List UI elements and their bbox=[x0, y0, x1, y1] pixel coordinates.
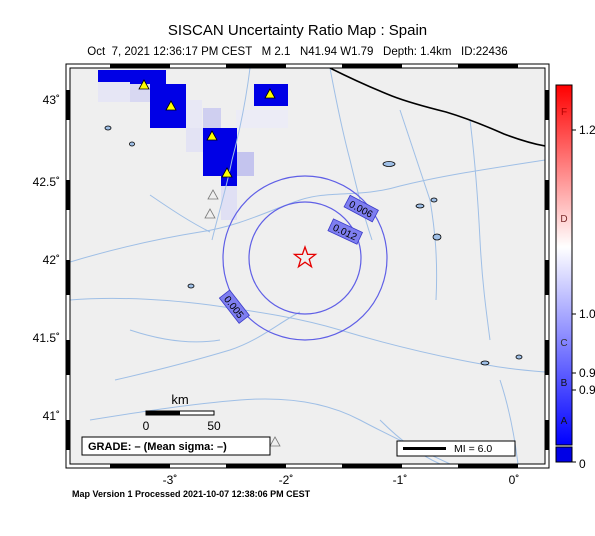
uncertainty-cell bbox=[186, 100, 202, 128]
stations bbox=[138, 79, 281, 447]
grade-letters: F D C B A bbox=[560, 107, 567, 427]
uncertainty-cell bbox=[130, 70, 166, 84]
colorbar-tick: 0.9 bbox=[579, 383, 595, 397]
lake bbox=[432, 233, 442, 241]
lat-label: 42˚ bbox=[43, 253, 60, 267]
mi-legend-text: MI = 6.0 bbox=[454, 443, 492, 455]
grade-letter: B bbox=[561, 378, 568, 389]
uncertainty-cell bbox=[98, 82, 130, 102]
grade-text: GRADE: – (Mean sigma: –) bbox=[88, 441, 227, 453]
colorbar-low-swatch bbox=[555, 446, 573, 463]
lakes bbox=[104, 125, 523, 366]
lake bbox=[515, 354, 523, 360]
lat-label: 41.5˚ bbox=[33, 331, 60, 345]
grade-letter: F bbox=[561, 107, 567, 118]
uncertainty-cell bbox=[203, 152, 221, 176]
lake bbox=[480, 360, 490, 366]
river bbox=[129, 329, 221, 343]
colorbar-tick: 0 bbox=[579, 457, 586, 471]
lat-label: 43˚ bbox=[43, 93, 60, 107]
colorbar-tick: 1.0 bbox=[579, 307, 595, 321]
river bbox=[399, 109, 438, 301]
lake bbox=[430, 197, 438, 203]
river bbox=[211, 68, 251, 241]
colorbar-tick: 1.2 bbox=[579, 123, 595, 137]
scale-bar-end: 50 bbox=[207, 419, 221, 433]
uncertainty-cell bbox=[237, 152, 254, 176]
uncertainty-cell bbox=[98, 70, 130, 82]
lat-label: 41˚ bbox=[43, 409, 60, 423]
river bbox=[469, 119, 491, 341]
scale-bar: km 0 50 bbox=[143, 392, 221, 433]
lake bbox=[104, 125, 112, 131]
frame-ticks bbox=[66, 64, 549, 468]
event-subtitle: Oct 7, 2021 12:36:17 PM CEST M 2.1 N41.9… bbox=[87, 46, 508, 58]
colorbar-tick: 0.9 bbox=[579, 366, 595, 380]
uncertainty-contours bbox=[222, 175, 388, 341]
lake bbox=[382, 161, 396, 167]
scale-bar-title: km bbox=[171, 392, 188, 407]
lon-label: -1˚ bbox=[393, 473, 408, 487]
river bbox=[114, 311, 301, 381]
lon-label: -3˚ bbox=[163, 473, 178, 487]
station-triangle-icon bbox=[264, 88, 276, 99]
uncertainty-cell bbox=[186, 128, 203, 152]
scale-bar-start: 0 bbox=[143, 419, 150, 433]
river bbox=[149, 194, 211, 233]
station-triangle-icon bbox=[221, 167, 233, 178]
grade-letter: A bbox=[561, 416, 568, 427]
contour-inner bbox=[248, 201, 362, 315]
latitude-labels: 43˚ 42.5˚ 42˚ 41.5˚ 41˚ bbox=[33, 93, 60, 423]
river bbox=[499, 379, 519, 464]
lake bbox=[415, 203, 425, 209]
station-triangle-icon bbox=[269, 436, 281, 447]
epicenter-star-icon bbox=[292, 245, 318, 269]
uncertainty-cell bbox=[221, 186, 237, 220]
processed-footer: Map Version 1 Processed 2021-10-07 12:38… bbox=[72, 489, 311, 499]
grade-letter: C bbox=[560, 338, 567, 349]
map-background bbox=[70, 68, 545, 464]
station-triangle-icon bbox=[207, 189, 219, 200]
lon-label: -2˚ bbox=[279, 473, 294, 487]
lake bbox=[187, 283, 195, 289]
lake bbox=[129, 141, 135, 147]
lat-label: 42.5˚ bbox=[33, 175, 60, 189]
longitude-labels: -3˚ -2˚ -1˚ 0˚ bbox=[163, 473, 520, 487]
contour-outer bbox=[222, 175, 388, 341]
uncertainty-cell bbox=[236, 110, 288, 128]
station-triangle-icon bbox=[165, 100, 177, 111]
grade-letter: D bbox=[560, 214, 567, 225]
lon-label: 0˚ bbox=[509, 473, 520, 487]
map-title: SISCAN Uncertainty Ratio Map : Spain bbox=[167, 22, 428, 39]
national-border bbox=[329, 68, 545, 147]
mi-legend: MI = 6.0 bbox=[396, 440, 516, 457]
colorbar-gradient bbox=[555, 84, 573, 446]
station-triangle-icon bbox=[206, 130, 218, 141]
grade-box: GRADE: – (Mean sigma: –) bbox=[81, 436, 271, 456]
colorbar-ticks: 1.2 1.0 0.9 0.9 0 bbox=[579, 123, 595, 471]
uncertainty-cell bbox=[203, 108, 221, 128]
station-triangle-icon bbox=[204, 208, 216, 219]
river bbox=[70, 159, 545, 263]
uncertainty-cell bbox=[221, 152, 237, 186]
station-triangle-icon bbox=[138, 79, 150, 90]
colorbar: F D C B A 1.2 1.0 0.9 0.9 0 bbox=[555, 84, 595, 471]
